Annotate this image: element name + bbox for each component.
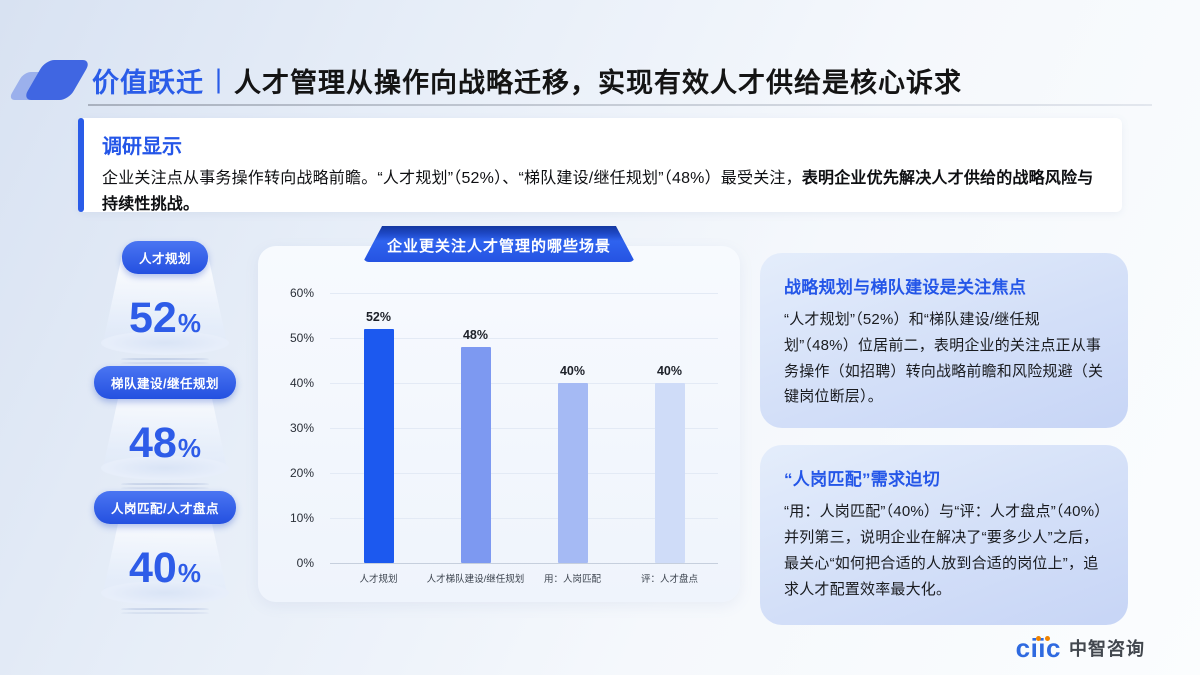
header-parallelogram-icon	[7, 60, 92, 106]
insight-heading: “人岗匹配”需求迫切	[784, 470, 940, 490]
gridline	[330, 383, 718, 384]
gridline	[330, 428, 718, 429]
y-tick-label: 40%	[289, 376, 314, 390]
stat-label-pill: 人岗匹配/人才盘点	[94, 491, 236, 524]
logo-orange-dot	[1035, 636, 1041, 641]
callout-body-normal: 企业关注点从事务操作转向战略前瞻。“人才规划”（52%）、“梯队建设/继任规划”…	[102, 170, 802, 187]
bar-column: 40% 评：人才盘点	[621, 293, 718, 585]
stat-number: 52	[129, 294, 177, 342]
insight-card-strategy-focus: 战略规划与梯队建设是关注焦点 “人才规划”（52%）和“梯队建设/继任规划”（4…	[760, 253, 1128, 429]
bar-value-label: 48%	[462, 328, 489, 342]
ciic-brand-mark: ciic	[1016, 635, 1061, 661]
insight-body: “用：人岗匹配”（40%）与“评：人才盘点”（40%）并列第三，说明企业在解决了…	[784, 503, 1102, 598]
bar-value-label: 40%	[559, 364, 586, 379]
gridline	[330, 338, 718, 339]
insight-body: “人才规划”（52%）和“梯队建设/继任规划”（48%）位居前二，表明企业的关注…	[784, 311, 1104, 406]
stat-succession-planning: 梯队建设/继任规划 48%	[94, 366, 236, 485]
bar-x-label: 评：人才盘点	[640, 574, 698, 585]
parallelogram-front	[22, 60, 92, 100]
survey-callout: 调研显示 企业关注点从事务操作转向战略前瞻。“人才规划”（52%）、“梯队建设/…	[78, 118, 1122, 213]
y-tick-label: 60%	[289, 286, 314, 300]
stat-percent-sign: %	[177, 433, 201, 463]
title-tag: 价值跃迁	[92, 68, 204, 98]
insight-heading: 战略规划与梯队建设是关注焦点	[784, 278, 1027, 297]
bar-plot-area: 52% 人才规划 48% 人才梯队建设/继任规划 40% 用：人岗匹配 40% 评：人才盘点	[330, 293, 718, 585]
y-tick-label: 0%	[296, 556, 314, 570]
y-axis: 60% 50% 40% 30% 20% 10% 0%	[258, 286, 322, 570]
chart-title-badge: 企业更关注人才管理的哪些场景	[363, 226, 635, 262]
bar-column: 40% 用：人岗匹配	[524, 293, 621, 585]
bar	[654, 383, 685, 563]
stat-number: 48	[129, 419, 177, 467]
gridline	[330, 293, 718, 294]
bar-x-label: 人才梯队建设/继任规划	[426, 574, 525, 585]
page-title: 价值跃迁 | 人才管理从操作向战略迁移，实现有效人才供给是核心诉求	[92, 61, 962, 100]
company-name: 中智咨询	[1069, 639, 1145, 659]
insight-card-job-match-urgency: “人岗匹配”需求迫切 “用：人岗匹配”（40%）与“评：人才盘点”（40%）并列…	[760, 445, 1128, 626]
pedestal-base	[101, 456, 229, 485]
title-underline	[88, 104, 1152, 106]
stat-number: 40	[129, 544, 177, 592]
bar	[363, 329, 394, 563]
title-separator: |	[215, 64, 224, 94]
stat-value: 40%	[95, 547, 235, 590]
y-tick-label: 10%	[289, 511, 314, 525]
stat-person-job-match: 人岗匹配/人才盘点 40%	[94, 491, 236, 610]
stat-value: 48%	[95, 422, 235, 465]
stat-percent-sign: %	[177, 558, 201, 588]
bar	[557, 383, 588, 563]
bar-value-label: 52%	[365, 310, 392, 325]
callout-body: 企业关注点从事务操作转向战略前瞻。“人才规划”（52%）、“梯队建设/继任规划”…	[102, 166, 1096, 218]
y-tick-label: 20%	[289, 466, 314, 480]
ciic-logo: ciic 中智咨询	[1016, 635, 1145, 661]
stat-value: 52%	[95, 297, 235, 340]
gridline	[330, 518, 718, 519]
gridline	[330, 473, 718, 474]
stat-talent-planning: 人才规划 52%	[95, 241, 235, 360]
y-tick-label: 50%	[289, 331, 314, 345]
callout-heading: 调研显示	[102, 136, 182, 158]
y-tick-label: 30%	[289, 421, 314, 435]
stat-label-pill: 人才规划	[121, 241, 209, 274]
logo-orange-dot	[1044, 636, 1050, 641]
chart-panel: 企业更关注人才管理的哪些场景 60% 50% 40% 30% 20% 10% 0% 52% 人…	[258, 238, 740, 602]
stat-percent-sign: %	[177, 308, 201, 338]
pedestal-base	[101, 581, 229, 610]
insights-column: 战略规划与梯队建设是关注焦点 “人才规划”（52%）和“梯队建设/继任规划”（4…	[760, 253, 1128, 626]
chart-title: 企业更关注人才管理的哪些场景	[386, 237, 611, 255]
bar-value-label: 40%	[656, 364, 683, 379]
title-text: 人才管理从操作向战略迁移，实现有效人才供给是核心诉求	[234, 68, 963, 98]
pedestal-base	[101, 331, 229, 360]
stat-label-pill: 梯队建设/继任规划	[94, 366, 236, 399]
gridline	[330, 563, 718, 564]
bar-x-label: 人才规划	[359, 574, 398, 585]
bar-column: 48% 人才梯队建设/继任规划	[427, 293, 525, 585]
bar-x-label: 用：人岗匹配	[543, 574, 601, 585]
bar	[460, 347, 491, 563]
stats-column: 人才规划 52% 梯队建设/继任规划 48% 人岗匹配/人才盘点 40%	[94, 241, 236, 610]
bar-column: 52% 人才规划	[330, 293, 427, 585]
callout-body-bold: 表明企业优先解决人才供给的战略风险与持续性挑战。	[102, 170, 1094, 213]
